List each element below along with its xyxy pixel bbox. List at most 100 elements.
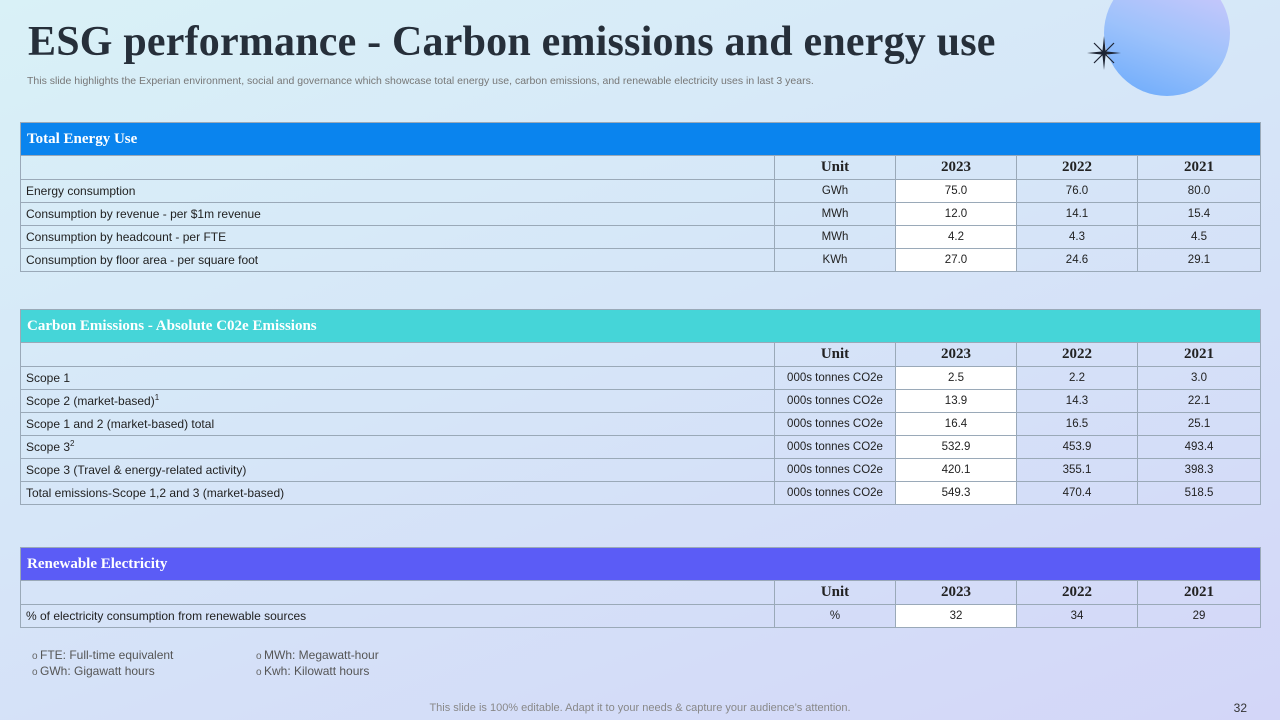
energy-table: Total Energy Use Unit 2023 2022 2021 Ene… <box>20 122 1261 272</box>
renewable-section: Renewable Electricity Unit 2023 2022 202… <box>19 547 1262 628</box>
row-unit: 000s tonnes CO2e <box>774 412 896 436</box>
value-2022: 34 <box>1016 604 1138 628</box>
value-2022: 24.6 <box>1016 248 1138 272</box>
carbon-rows: Scope 1 000s tonnes CO2e 2.5 2.2 3.0 Scope 2 … <box>20 366 1262 505</box>
row-unit: 000s tonnes CO2e <box>774 481 896 505</box>
value-2022: 14.3 <box>1016 389 1138 413</box>
value-2021: 22.1 <box>1136 389 1262 413</box>
header-2023: 2023 <box>895 342 1017 367</box>
renewable-header-row: Unit 2023 2022 2021 <box>20 580 1262 605</box>
row-label: Consumption by headcount - per FTE <box>20 225 775 249</box>
value-2021: 25.1 <box>1136 412 1262 436</box>
row-label: Scope 3 (Travel & energy-related activit… <box>20 458 775 482</box>
table-row: Consumption by revenue - per $1m revenue… <box>20 202 1261 226</box>
row-unit: GWh <box>774 179 896 203</box>
value-2023: 13.9 <box>895 389 1017 413</box>
carbon-header-row: Unit 2023 2022 2021 <box>20 342 1262 367</box>
row-label: Scope 2 (market-based)1 <box>20 389 775 413</box>
table-row: Total emissions-Scope 1,2 and 3 (market-… <box>20 481 1262 505</box>
row-label: % of electricity consumption from renewa… <box>20 604 775 628</box>
value-2021: 80.0 <box>1137 179 1261 203</box>
row-label: Scope 1 <box>20 366 775 390</box>
table-row: % of electricity consumption from renewa… <box>20 604 1262 628</box>
row-unit: 000s tonnes CO2e <box>774 366 896 390</box>
row-unit: MWh <box>774 225 896 249</box>
energy-rows: Energy consumption GWh 75.0 76.0 80.0 Consump… <box>20 179 1261 272</box>
value-2021: 4.5 <box>1137 225 1261 249</box>
value-2023: 532.9 <box>895 435 1017 459</box>
header-unit: Unit <box>774 580 896 605</box>
header-2022: 2022 <box>1016 155 1138 180</box>
value-2022: 4.3 <box>1016 225 1138 249</box>
value-2022: 355.1 <box>1016 458 1138 482</box>
header-unit: Unit <box>774 342 896 367</box>
bullet-icon: o <box>256 651 262 662</box>
value-2023: 549.3 <box>895 481 1017 505</box>
header-blank <box>20 155 775 180</box>
table-row: Scope 32 000s tonnes CO2e 532.9 453.9 493.4 <box>20 435 1262 459</box>
carbon-heading: Carbon Emissions - Absolute C02e Emissio… <box>19 309 1262 343</box>
sparkle-star-icon <box>1087 36 1121 70</box>
value-2023: 4.2 <box>895 225 1017 249</box>
renewable-table: Renewable Electricity Unit 2023 2022 202… <box>19 547 1262 628</box>
row-label: Consumption by revenue - per $1m revenue <box>20 202 775 226</box>
header-2022: 2022 <box>1016 342 1138 367</box>
row-unit: KWh <box>774 248 896 272</box>
table-row: Scope 1 and 2 (market-based) total 000s t… <box>20 412 1262 436</box>
header-2022: 2022 <box>1016 580 1138 605</box>
footnote-item: o MWh: Megawatt-hour <box>246 648 379 664</box>
slide-subtitle: This slide highlights the Experian envir… <box>27 75 814 87</box>
footnote-marker: 1 <box>154 393 160 402</box>
header-blank <box>20 580 775 605</box>
bullet-icon: o <box>32 651 38 662</box>
row-unit: MWh <box>774 202 896 226</box>
value-2023: 420.1 <box>895 458 1017 482</box>
carbon-table: Carbon Emissions - Absolute C02e Emissio… <box>19 309 1262 505</box>
header-2021: 2021 <box>1136 580 1262 605</box>
row-label: Scope 32 <box>20 435 775 459</box>
value-2021: 493.4 <box>1136 435 1262 459</box>
value-2023: 16.4 <box>895 412 1017 436</box>
value-2022: 14.1 <box>1016 202 1138 226</box>
editable-note: This slide is 100% editable. Adapt it to… <box>429 702 851 714</box>
header-2021: 2021 <box>1136 342 1262 367</box>
value-2021: 29 <box>1136 604 1262 628</box>
renewable-heading: Renewable Electricity <box>19 547 1262 581</box>
footnote-item: o Kwh: Kilowatt hours <box>246 664 379 680</box>
decorative-circle <box>1104 0 1230 96</box>
value-2023: 32 <box>895 604 1017 628</box>
footnote-item: o FTE: Full-time equivalent <box>22 648 173 664</box>
row-unit: 000s tonnes CO2e <box>774 458 896 482</box>
value-2022: 16.5 <box>1016 412 1138 436</box>
renewable-rows: % of electricity consumption from renewa… <box>20 604 1262 628</box>
value-2023: 27.0 <box>895 248 1017 272</box>
row-unit: 000s tonnes CO2e <box>774 389 896 413</box>
value-2023: 75.0 <box>895 179 1017 203</box>
value-2022: 2.2 <box>1016 366 1138 390</box>
row-label: Consumption by floor area - per square f… <box>20 248 775 272</box>
table-row: Scope 3 (Travel & energy-related activit… <box>20 458 1262 482</box>
value-2022: 470.4 <box>1016 481 1138 505</box>
header-2023: 2023 <box>895 155 1017 180</box>
row-label: Energy consumption <box>20 179 775 203</box>
value-2023: 2.5 <box>895 366 1017 390</box>
energy-heading: Total Energy Use <box>20 122 1261 156</box>
header-blank <box>20 342 775 367</box>
energy-header-row: Unit 2023 2022 2021 <box>20 155 1261 180</box>
value-2021: 15.4 <box>1137 202 1261 226</box>
header-2023: 2023 <box>895 580 1017 605</box>
row-unit: % <box>774 604 896 628</box>
value-2021: 3.0 <box>1136 366 1262 390</box>
bullet-icon: o <box>32 667 38 678</box>
table-row: Energy consumption GWh 75.0 76.0 80.0 <box>20 179 1261 203</box>
carbon-section: Carbon Emissions - Absolute C02e Emissio… <box>19 309 1262 505</box>
page-number: 32 <box>1233 701 1247 715</box>
header-2021: 2021 <box>1137 155 1261 180</box>
value-2022: 453.9 <box>1016 435 1138 459</box>
energy-section: Total Energy Use Unit 2023 2022 2021 Ene… <box>20 122 1261 272</box>
value-2021: 518.5 <box>1136 481 1262 505</box>
table-row: Scope 2 (market-based)1 000s tonnes CO2e 1… <box>20 389 1262 413</box>
footnotes-right: o MWh: Megawatt-hour o Kwh: Kilowatt hours <box>246 648 379 680</box>
row-label: Total emissions-Scope 1,2 and 3 (market-… <box>20 481 775 505</box>
row-label: Scope 1 and 2 (market-based) total <box>20 412 775 436</box>
